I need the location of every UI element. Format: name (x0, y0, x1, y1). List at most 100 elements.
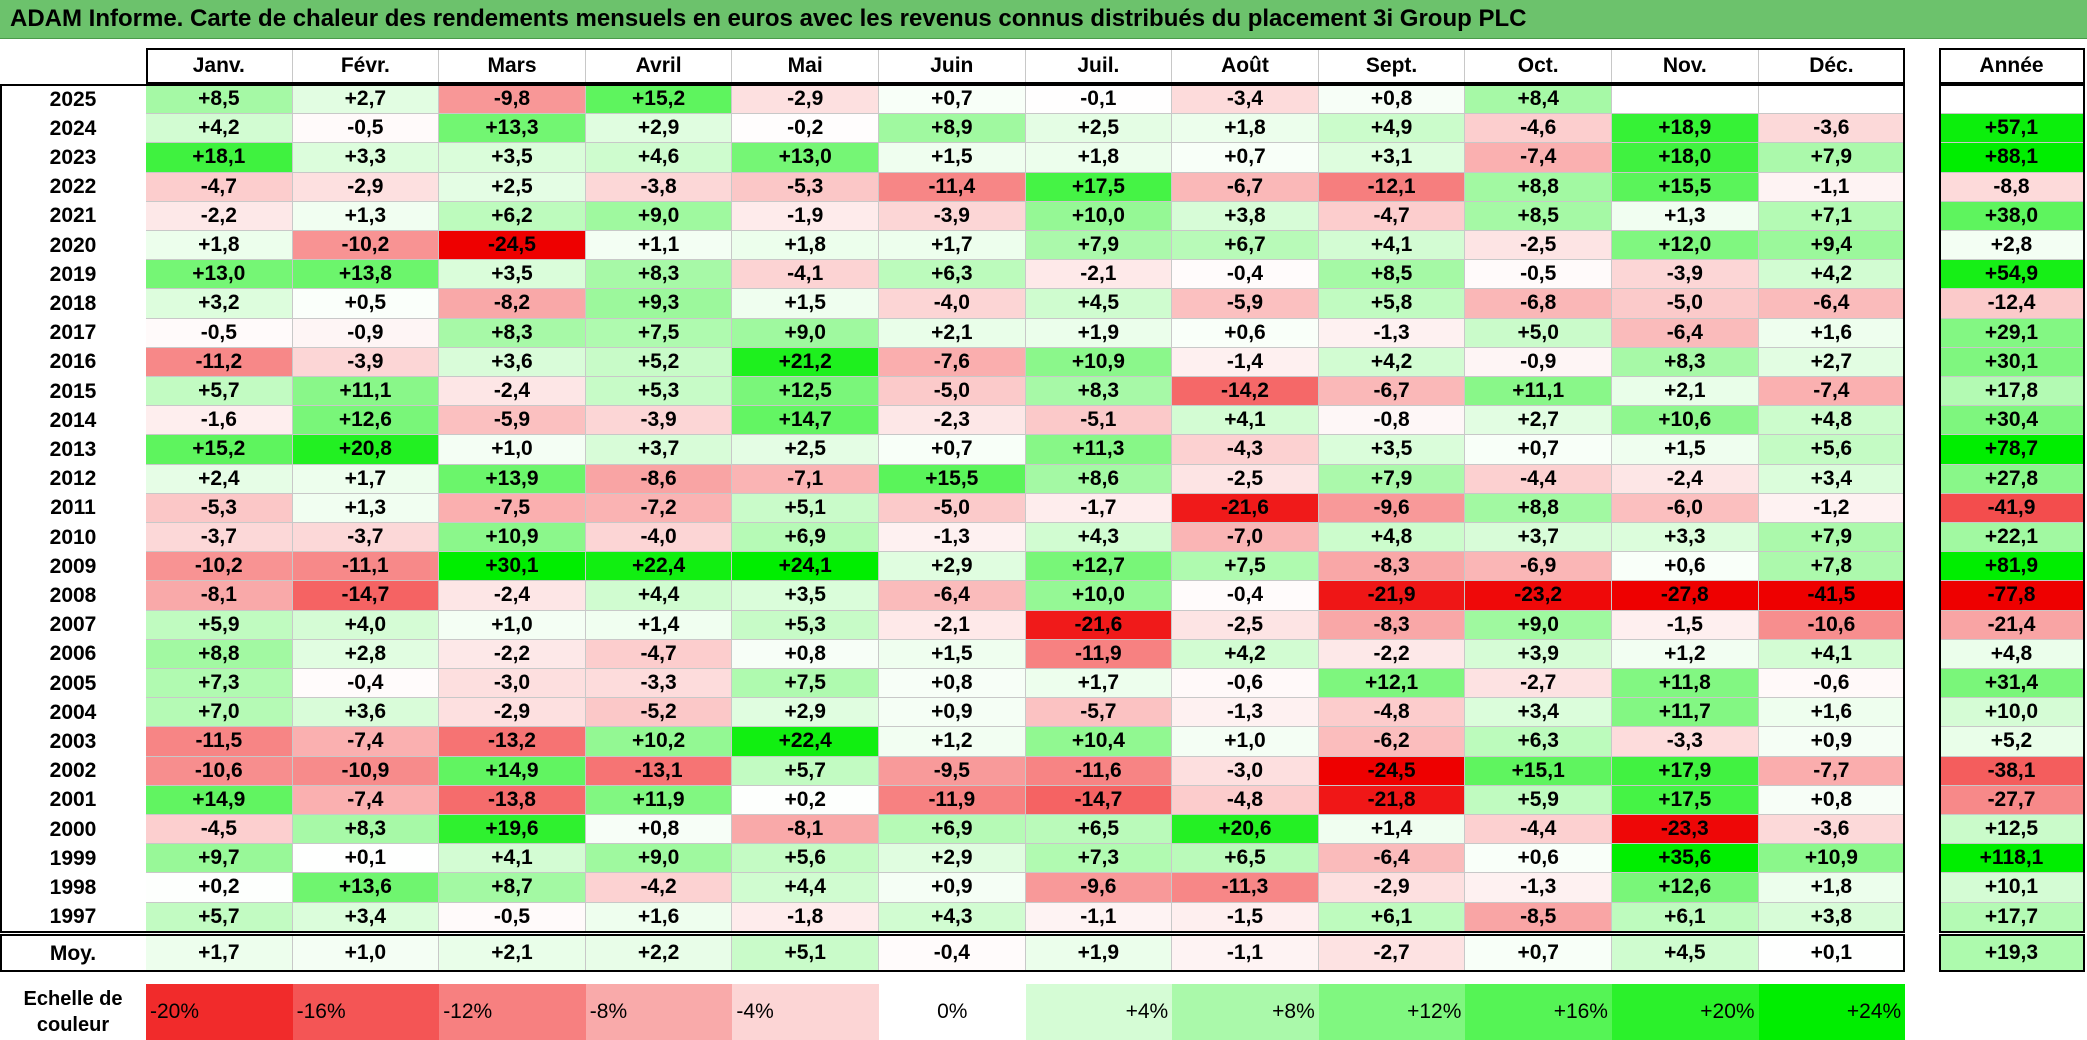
heatmap-cell: +4,0 (292, 610, 440, 640)
heatmap-cell: -3,7 (292, 523, 440, 553)
average-cell: +1,0 (292, 935, 440, 972)
heatmap-cell: -5,3 (146, 493, 293, 523)
heatmap-cell: -7,0 (1172, 523, 1319, 553)
heatmap-cell: +5,1 (732, 493, 879, 523)
heatmap-cell: +17,5 (1025, 172, 1173, 202)
heatmap-cell: -3,3 (1612, 727, 1759, 757)
heatmap-cell: +8,5 (1465, 201, 1612, 231)
heatmap-cell: -5,0 (1612, 289, 1759, 319)
heatmap-cell: -1,7 (1025, 493, 1173, 523)
heatmap-cell: -6,0 (1612, 493, 1759, 523)
heatmap-cell: +7,0 (146, 698, 293, 728)
heatmap-cell: +0,7 (879, 435, 1026, 465)
heatmap-cell: +3,5 (1318, 435, 1466, 465)
heatmap-cell: -5,7 (1025, 698, 1173, 728)
heatmap-cell: -3,0 (1172, 756, 1319, 786)
heatmap-cell: -7,6 (879, 347, 1026, 377)
year-label: 2001 (49, 788, 97, 812)
heatmap-cell: +1,8 (732, 231, 879, 261)
year-label: 2010 (49, 525, 97, 549)
heatmap-cell: -8,3 (1318, 610, 1466, 640)
average-cell: +0,1 (1758, 935, 1906, 972)
heatmap-cell: -23,2 (1465, 581, 1612, 611)
heatmap-cell: +4,2 (1758, 260, 1906, 290)
heatmap-cell: -2,5 (1172, 610, 1319, 640)
heatmap-cell: +3,2 (146, 289, 293, 319)
heatmap-cell: -0,4 (1172, 260, 1319, 290)
heatmap-cell: +1,8 (1172, 114, 1319, 144)
heatmap-cell: -1,1 (1758, 172, 1906, 202)
heatmap-cell: +1,3 (1612, 201, 1759, 231)
heatmap-cell: -11,9 (879, 785, 1026, 815)
heatmap-cell: -1,3 (879, 523, 1026, 553)
average-cell: -2,7 (1318, 935, 1466, 972)
heatmap-cell: +14,7 (732, 406, 879, 436)
month-header: Nov. (1612, 48, 1759, 84)
heatmap-cell: +13,0 (146, 260, 293, 290)
heatmap-cell: +13,8 (292, 260, 440, 290)
heatmap-cell: +1,4 (585, 610, 733, 640)
heatmap-cell: +3,6 (292, 698, 440, 728)
heatmap-cell: -9,8 (439, 85, 586, 115)
heatmap-cell: -10,2 (292, 231, 440, 261)
annual-cell: -77,8 (1939, 581, 2085, 611)
heatmap-cell: -1,3 (1172, 698, 1319, 728)
heatmap-cell: +9,0 (732, 318, 879, 348)
heatmap-cell: +21,2 (732, 347, 879, 377)
month-header: Août (1172, 48, 1319, 84)
heatmap-cell: +2,8 (292, 639, 440, 669)
heatmap-cell: -1,3 (1318, 318, 1466, 348)
heatmap-cell: +15,5 (879, 464, 1026, 494)
heatmap-cell: +6,9 (879, 815, 1026, 845)
heatmap-cell: +0,6 (1172, 318, 1319, 348)
heatmap-cell: +0,8 (1758, 785, 1906, 815)
heatmap-cell: +7,5 (585, 318, 733, 348)
heatmap-cell: +11,7 (1612, 698, 1759, 728)
average-cell: +4,5 (1612, 935, 1759, 972)
heatmap-cell: -0,6 (1172, 669, 1319, 699)
year-label: 2008 (49, 583, 97, 607)
year-label: 1998 (49, 875, 97, 899)
heatmap-cell: -7,4 (292, 727, 440, 757)
heatmap-cell: +0,8 (732, 639, 879, 669)
heatmap-cell: +1,5 (879, 143, 1026, 173)
heatmap-cell: +8,4 (1465, 85, 1612, 115)
heatmap-cell: -6,4 (879, 581, 1026, 611)
heatmap-cell: -9,6 (1318, 493, 1466, 523)
heatmap-cell: +11,1 (292, 377, 440, 407)
heatmap-cell: +11,9 (585, 785, 733, 815)
heatmap-cell: +0,8 (1318, 85, 1466, 115)
heatmap-cell: -11,1 (292, 552, 440, 582)
year-label: 1997 (49, 905, 97, 929)
heatmap-cell: -11,6 (1025, 756, 1173, 786)
heatmap-cell: +12,6 (1612, 873, 1759, 903)
heatmap-cell: -1,4 (1172, 347, 1319, 377)
heatmap-cell: +2,9 (879, 844, 1026, 874)
year-label: 2018 (49, 291, 97, 315)
heatmap-cell: +6,5 (1025, 815, 1173, 845)
heatmap-cell: +6,2 (439, 201, 586, 231)
average-cell: +0,7 (1465, 935, 1612, 972)
heatmap-cell: -8,2 (439, 289, 586, 319)
heatmap-cell: +0,6 (1612, 552, 1759, 582)
heatmap-cell: +20,6 (1172, 815, 1319, 845)
month-header: Févr. (292, 48, 440, 84)
heatmap-cell: -3,4 (1172, 85, 1319, 115)
heatmap-cell: +18,0 (1612, 143, 1759, 173)
heatmap-cell: +2,7 (292, 85, 440, 115)
color-scale-cell: +4% (1025, 983, 1173, 1040)
heatmap-cell: -13,8 (439, 785, 586, 815)
year-label: 2009 (49, 554, 97, 578)
heatmap-cell: +4,5 (1025, 289, 1173, 319)
heatmap-cell: +10,2 (585, 727, 733, 757)
heatmap-cell: -0,6 (1758, 669, 1906, 699)
average-cell: +1,7 (146, 935, 293, 972)
heatmap-cell: +8,8 (1465, 172, 1612, 202)
heatmap-cell: +14,9 (146, 785, 293, 815)
heatmap-cell: -0,5 (439, 902, 586, 932)
heatmap-cell: +4,3 (1025, 523, 1173, 553)
color-scale-cell: +24% (1758, 983, 1906, 1040)
heatmap-cell: +10,9 (1758, 844, 1906, 874)
heatmap-cell: -7,5 (439, 493, 586, 523)
year-label: 2020 (49, 233, 97, 257)
